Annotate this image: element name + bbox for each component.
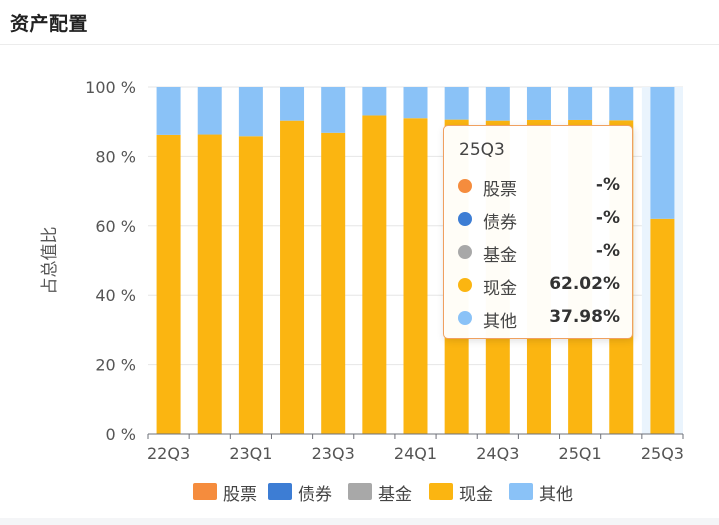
tooltip-row-bond: 债券 -% — [458, 207, 620, 233]
bar-23Q3-其他 — [321, 87, 346, 133]
other-swatch-icon — [509, 483, 533, 500]
legend-label: 其他 — [539, 485, 573, 505]
tooltip-row-label: 现金 — [483, 279, 517, 299]
tooltip-row-value: 37.98% — [549, 307, 620, 327]
bar-24Q3-其他 — [485, 87, 510, 121]
other-dot-icon — [458, 311, 472, 325]
legend-label: 基金 — [378, 485, 412, 505]
stock-swatch-icon — [193, 483, 217, 500]
bar-25Q3-现金 — [650, 218, 675, 434]
y-tick-label: 60 % — [95, 217, 136, 236]
x-tick-label: 25Q3 — [641, 444, 684, 463]
bar-23Q1-其他 — [238, 87, 263, 137]
cash-dot-icon — [458, 278, 472, 292]
tooltip-row-cash: 现金 62.02% — [458, 273, 620, 299]
bar-24Q1-其他 — [403, 87, 428, 119]
y-tick-label: 80 % — [95, 147, 136, 166]
x-tick-label: 24Q3 — [476, 444, 519, 463]
x-tick-label: 25Q1 — [559, 444, 602, 463]
tooltip-row-label: 债券 — [483, 213, 517, 233]
bar-22Q3-其他 — [156, 87, 181, 135]
bar-25Q1-其他 — [568, 87, 593, 120]
legend-label: 股票 — [223, 485, 257, 505]
tooltip-row-label: 股票 — [483, 180, 517, 200]
tooltip-row-value: -% — [595, 208, 620, 228]
bar-22Q4-其他 — [197, 87, 222, 135]
bar-24Q4-其他 — [526, 87, 551, 120]
bond-swatch-icon — [268, 483, 292, 500]
tooltip-row-value: 62.02% — [549, 274, 620, 294]
bar-22Q4-现金 — [197, 134, 222, 434]
tooltip-row-value: -% — [595, 175, 620, 195]
bar-23Q4-现金 — [362, 115, 387, 434]
tooltip-row-fund: 基金 -% — [458, 240, 620, 266]
chart-legend: 股票 债券 基金 现金 其他 — [0, 476, 719, 506]
tooltip-row-label: 基金 — [483, 246, 517, 266]
tooltip-row-value: -% — [595, 241, 620, 261]
bar-23Q1-现金 — [238, 136, 263, 435]
bar-25Q3-其他 — [650, 87, 675, 219]
bar-23Q4-其他 — [362, 87, 387, 116]
y-tick-label: 20 % — [95, 356, 136, 375]
bar-24Q2-其他 — [444, 87, 469, 120]
y-tick-label: 100 % — [85, 78, 136, 97]
panel-header: 资产配置 — [0, 0, 719, 45]
bar-24Q1-现金 — [403, 118, 428, 434]
legend-label: 债券 — [298, 485, 332, 505]
bar-22Q3-现金 — [156, 134, 181, 435]
y-tick-label: 40 % — [95, 286, 136, 305]
fund-dot-icon — [458, 245, 472, 259]
x-tick-label: 24Q1 — [394, 444, 437, 463]
bond-dot-icon — [458, 212, 472, 226]
x-tick-label: 22Q3 — [147, 444, 190, 463]
tooltip-row-other: 其他 37.98% — [458, 306, 620, 332]
chart-tooltip: 25Q3 股票 -% 债券 -% 基金 -% 现金 62.02% 其他 37.9… — [443, 125, 633, 339]
fund-swatch-icon — [348, 483, 372, 500]
x-tick-label: 23Q1 — [229, 444, 272, 463]
cash-swatch-icon — [429, 483, 453, 500]
tooltip-row-label: 其他 — [483, 312, 517, 332]
legend-label: 现金 — [459, 485, 493, 505]
bar-25Q2-其他 — [609, 87, 634, 121]
tooltip-row-stock: 股票 -% — [458, 174, 620, 200]
panel-title: 资产配置 — [10, 13, 89, 35]
x-tick-label: 23Q3 — [312, 444, 355, 463]
bar-23Q2-现金 — [280, 120, 305, 434]
bar-23Q2-其他 — [280, 87, 305, 121]
bar-23Q3-现金 — [321, 132, 346, 434]
y-axis-title: 占总值比 — [40, 227, 60, 295]
stock-dot-icon — [458, 179, 472, 193]
y-tick-label: 0 % — [106, 425, 136, 444]
tooltip-title: 25Q3 — [459, 140, 505, 160]
